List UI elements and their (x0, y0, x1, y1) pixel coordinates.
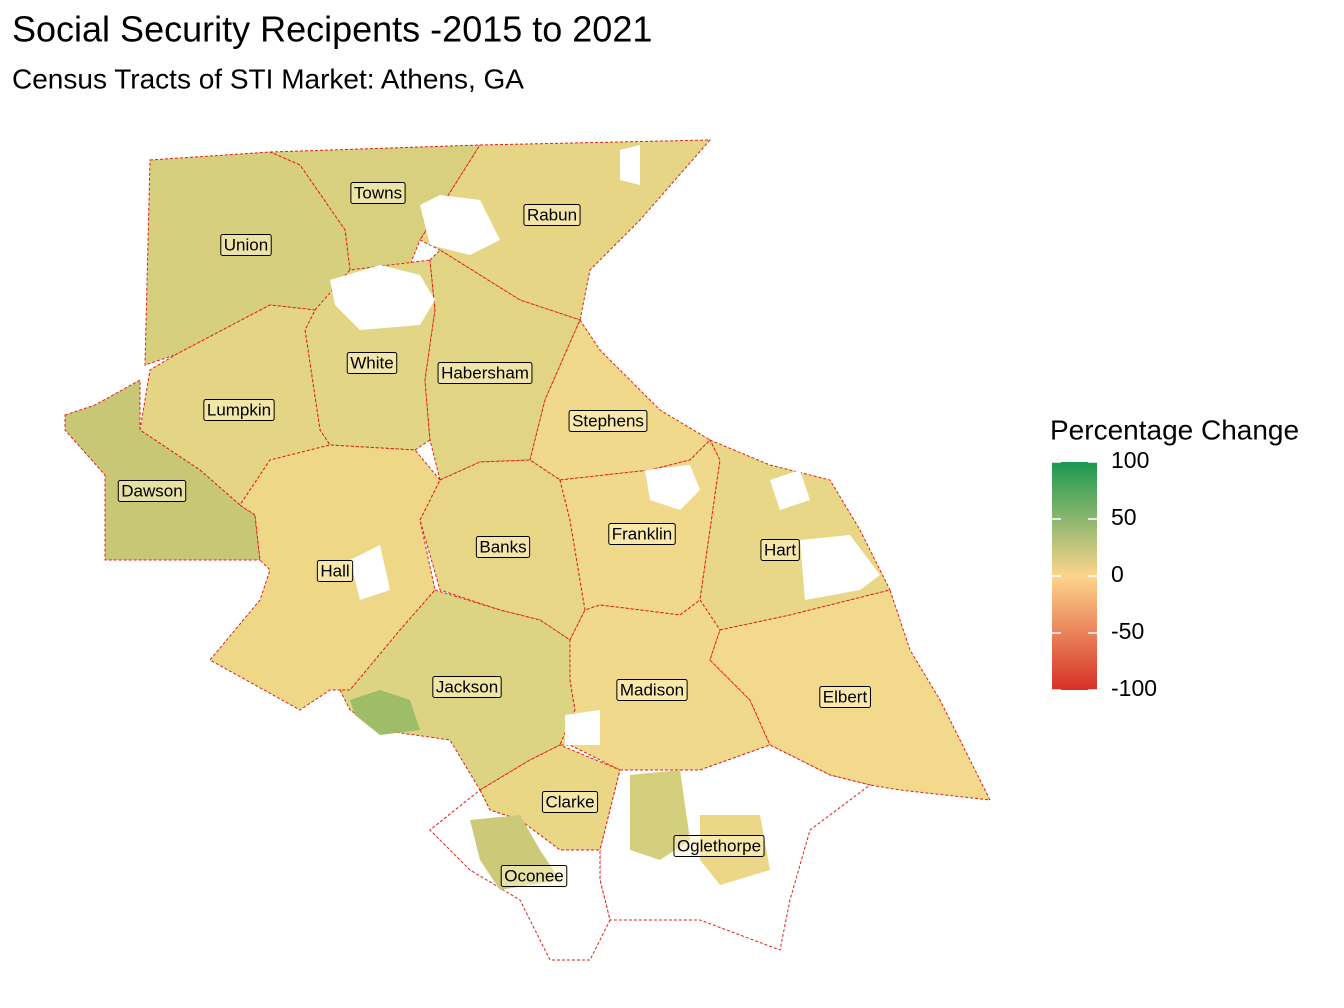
label-box (523, 203, 581, 226)
missing-data (770, 470, 810, 510)
county-label: White (350, 353, 393, 372)
county-label: Hart (764, 540, 796, 559)
label-box (568, 409, 648, 432)
label-box (316, 559, 354, 582)
label-box (500, 864, 568, 887)
label-box (432, 675, 502, 698)
missing-data (330, 265, 435, 330)
legend-tick-label: 100 (1111, 447, 1149, 473)
label-box (673, 834, 765, 857)
label-box (819, 685, 871, 708)
legend-tick-label: 0 (1111, 561, 1124, 587)
county-label: Towns (354, 183, 402, 202)
label-box (541, 790, 599, 813)
county-label: Elbert (823, 687, 868, 706)
missing-data (645, 465, 700, 510)
missing-data (350, 545, 390, 600)
legend-tick-label: 50 (1111, 504, 1137, 530)
county-label: Habersham (441, 363, 529, 382)
subtitle: Census Tracts of STI Market: Athens, GA (12, 63, 524, 94)
missing-data (420, 195, 500, 255)
legend: Percentage Change 100 50 0 -50 -100 (1050, 414, 1299, 701)
tract-fill (350, 690, 420, 735)
title: Social Security Recipents -2015 to 2021 (12, 9, 652, 50)
label-box (437, 361, 533, 384)
county-label: Oglethorpe (677, 836, 761, 855)
county-label: Jackson (436, 677, 498, 696)
label-box (608, 522, 676, 545)
county-label: Oconee (504, 866, 564, 885)
legend-tick-label: -50 (1111, 618, 1144, 644)
county-label: Rabun (527, 205, 577, 224)
county-shape (529, 318, 711, 481)
missing-data (620, 145, 640, 185)
legend-title: Percentage Change (1050, 414, 1299, 445)
label-box (346, 351, 398, 374)
county-label: Stephens (572, 411, 644, 430)
label-box (760, 538, 800, 561)
missing-data (565, 710, 600, 745)
label-box (203, 398, 275, 421)
legend-tick-label: -100 (1111, 675, 1157, 701)
label-box (117, 479, 187, 502)
missing-data (800, 535, 880, 600)
county-label: Clarke (545, 792, 594, 811)
county-label: Franklin (612, 524, 672, 543)
county-label: Madison (620, 680, 684, 699)
label-box (475, 535, 531, 558)
county-shape (419, 139, 712, 321)
county-label: Hall (320, 561, 349, 580)
county-label: Union (224, 235, 268, 254)
county-labels: Towns Rabun Union White Habersham Lumpki… (117, 181, 871, 887)
label-box (616, 678, 688, 701)
label-box (350, 181, 406, 204)
county-shape (144, 151, 351, 366)
county-label: Lumpkin (207, 400, 271, 419)
label-box (220, 233, 272, 256)
county-label: Dawson (121, 481, 182, 500)
county-label: Banks (479, 537, 526, 556)
